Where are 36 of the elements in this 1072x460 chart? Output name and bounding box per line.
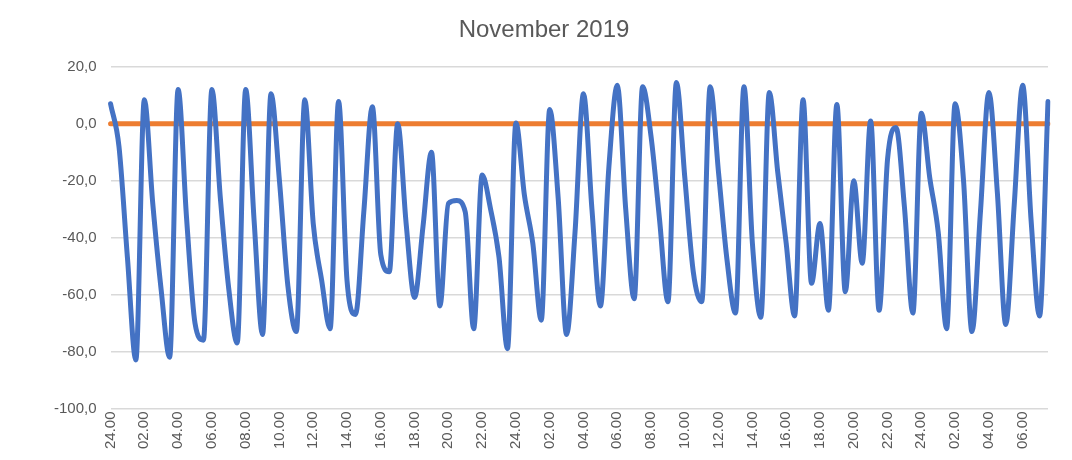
x-tick-label: 06.00 xyxy=(607,411,625,450)
x-tick-label: 10.00 xyxy=(269,411,287,450)
y-tick-label: 0,0 xyxy=(75,113,97,131)
x-tick-label: 02.00 xyxy=(134,411,152,450)
x-tick-label: 08.00 xyxy=(641,411,659,450)
x-tick-label: 20.00 xyxy=(438,411,456,450)
x-tick-label: 20.00 xyxy=(843,411,861,450)
x-tick-label: 08.00 xyxy=(235,411,253,450)
x-tick-label: 12.00 xyxy=(708,411,726,450)
x-tick-label: 06.00 xyxy=(1012,411,1030,450)
x-tick-label: 04.00 xyxy=(979,411,997,450)
x-tick-label: 24.00 xyxy=(506,411,524,450)
x-tick-label: 02.00 xyxy=(539,411,557,450)
y-tick-label: -60,0 xyxy=(62,284,97,302)
x-tick-label: 14.00 xyxy=(742,411,760,450)
x-tick-label: 22.00 xyxy=(877,411,895,450)
x-tick-label: 06.00 xyxy=(202,411,220,450)
y-tick-label: -100,0 xyxy=(53,398,97,416)
x-tick-label: 18.00 xyxy=(810,411,828,450)
x-tick-label: 10.00 xyxy=(674,411,692,450)
x-tick-label: 04.00 xyxy=(573,411,591,450)
x-tick-label: 02.00 xyxy=(945,411,963,450)
x-tick-label: 24.00 xyxy=(100,411,118,450)
chart-title: November 2019 xyxy=(458,15,630,43)
y-tick-label: -40,0 xyxy=(62,227,97,245)
y-tick-label: 20,0 xyxy=(67,56,97,74)
x-tick-label: 14.00 xyxy=(337,411,355,450)
y-tick-label: -20,0 xyxy=(62,170,97,188)
y-tick-label: -80,0 xyxy=(62,341,97,359)
x-tick-label: 12.00 xyxy=(303,411,321,450)
x-tick-label: 04.00 xyxy=(168,411,186,450)
x-tick-label: 16.00 xyxy=(370,411,388,450)
x-tick-label: 18.00 xyxy=(404,411,422,450)
x-tick-label: 22.00 xyxy=(472,411,490,450)
x-tick-label: 24.00 xyxy=(911,411,929,450)
x-tick-label: 16.00 xyxy=(776,411,794,450)
